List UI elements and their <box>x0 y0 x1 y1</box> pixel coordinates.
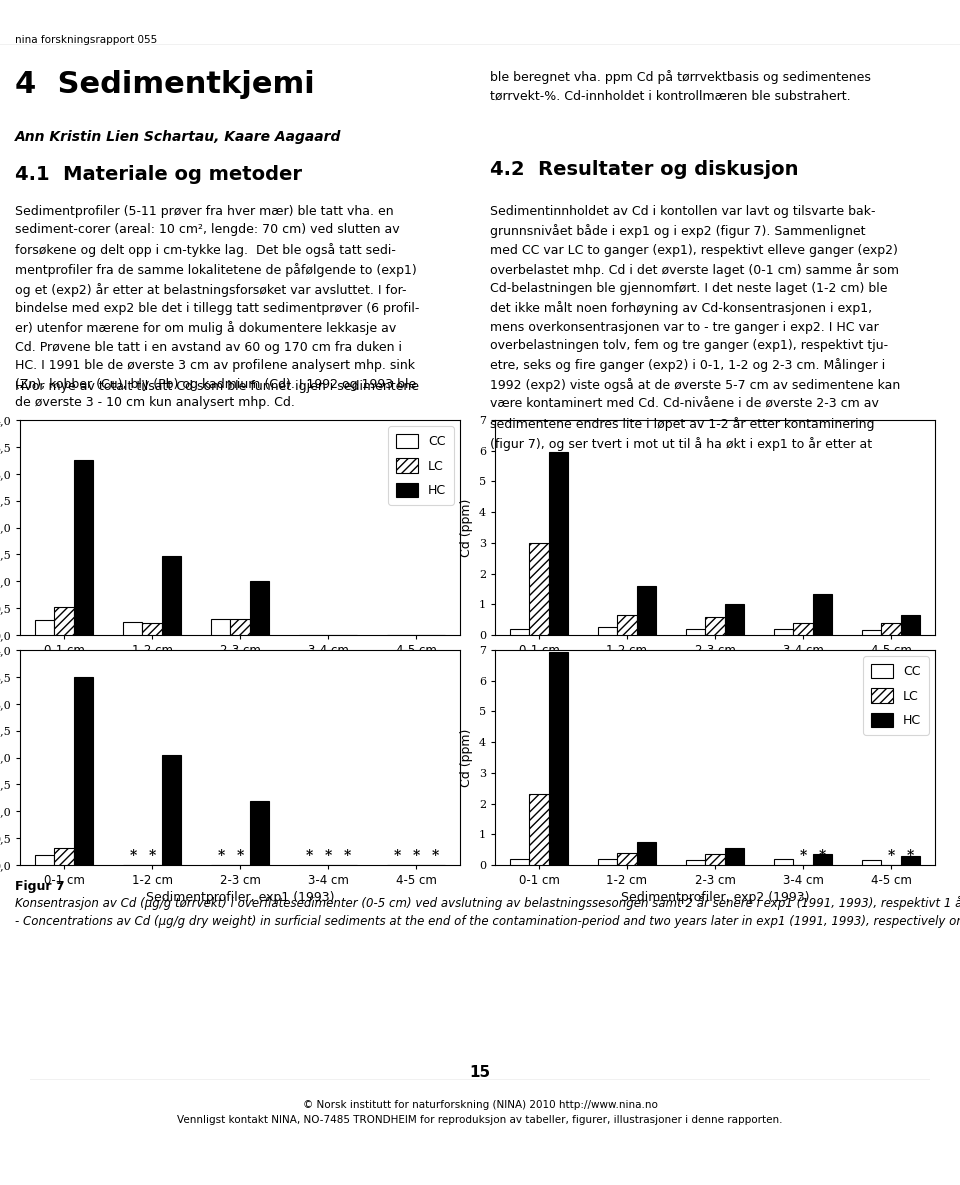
Bar <box>636 843 656 865</box>
Y-axis label: Cd (ppm): Cd (ppm) <box>460 729 473 787</box>
Bar <box>706 616 725 635</box>
Bar <box>161 556 180 635</box>
Text: 4.2  Resultater og diskusjon: 4.2 Resultater og diskusjon <box>490 160 799 179</box>
Legend: CC, LC, HC: CC, LC, HC <box>863 656 928 735</box>
Bar <box>617 615 636 635</box>
Bar <box>250 801 269 865</box>
Bar <box>211 619 230 635</box>
Text: 15: 15 <box>469 1065 491 1080</box>
X-axis label: Sedimentprofiler, exp2 (1992): Sedimentprofiler, exp2 (1992) <box>621 661 809 674</box>
Bar <box>511 629 530 635</box>
Bar <box>511 859 530 865</box>
Text: *: * <box>236 848 244 863</box>
Text: *: * <box>413 848 420 863</box>
Bar <box>530 794 548 865</box>
Bar <box>862 860 881 865</box>
Bar <box>36 621 55 635</box>
Bar <box>55 607 74 635</box>
Bar <box>530 543 548 635</box>
Bar <box>124 622 142 635</box>
Bar <box>598 859 617 865</box>
Text: *: * <box>431 848 439 863</box>
Text: *: * <box>344 848 350 863</box>
Text: Sedimentinnholdet av Cd i kontollen var lavt og tilsvarte bak-
grunnsnivået både: Sedimentinnholdet av Cd i kontollen var … <box>490 205 900 450</box>
Text: 4.1  Materiale og metoder: 4.1 Materiale og metoder <box>15 165 302 184</box>
Bar <box>775 629 794 635</box>
Text: Vennligst kontakt NINA, NO-7485 TRONDHEIM for reproduksjon av tabeller, figurer,: Vennligst kontakt NINA, NO-7485 TRONDHEI… <box>178 1115 782 1125</box>
Text: Sedimentprofiler (5-11 prøver fra hver mær) ble tatt vha. en
sediment-corer (are: Sedimentprofiler (5-11 prøver fra hver m… <box>15 205 420 409</box>
Text: *: * <box>800 848 806 863</box>
Text: *: * <box>906 848 914 863</box>
Text: Konsentrasjon av Cd (μg/g tørrvekt) i overflatesedimenter (0-5 cm) ved avslutnin: Konsentrasjon av Cd (μg/g tørrvekt) i ov… <box>15 896 960 928</box>
Bar <box>686 860 706 865</box>
Text: *: * <box>887 848 895 863</box>
X-axis label: Sedimentprofiler, exp1 (1991): Sedimentprofiler, exp1 (1991) <box>146 661 334 674</box>
Bar <box>812 854 831 865</box>
Bar <box>900 615 920 635</box>
Bar <box>74 460 92 635</box>
Text: *: * <box>819 848 826 863</box>
Bar <box>548 453 567 635</box>
Text: 4  Sedimentkjemi: 4 Sedimentkjemi <box>15 70 315 100</box>
X-axis label: Sedimentprofiler, exp1 (1993): Sedimentprofiler, exp1 (1993) <box>146 891 334 904</box>
Bar <box>36 856 55 865</box>
Text: *: * <box>149 848 156 863</box>
Bar <box>862 630 881 635</box>
Bar <box>900 856 920 865</box>
Bar <box>725 848 744 865</box>
Text: © Norsk institutt for naturforskning (NINA) 2010 http://www.nina.no: © Norsk institutt for naturforskning (NI… <box>302 1100 658 1110</box>
Text: nina forskningsrapport 055: nina forskningsrapport 055 <box>15 36 157 45</box>
Text: ble beregnet vha. ppm Cd på tørrvektbasis og sedimentenes
tørrvekt-%. Cd-innhold: ble beregnet vha. ppm Cd på tørrvektbasi… <box>490 70 871 102</box>
Text: *: * <box>130 848 136 863</box>
Text: *: * <box>217 848 225 863</box>
Legend: CC, LC, HC: CC, LC, HC <box>388 427 454 505</box>
Bar <box>706 854 725 865</box>
Text: *: * <box>394 848 400 863</box>
Y-axis label: Cd (ppm): Cd (ppm) <box>460 499 473 557</box>
Bar <box>161 755 180 865</box>
Bar <box>812 594 831 635</box>
Bar <box>74 677 92 865</box>
Bar <box>617 853 636 865</box>
Bar <box>725 604 744 635</box>
Bar <box>142 623 161 635</box>
Text: *: * <box>324 848 331 863</box>
X-axis label: Sedimentprofiler, exp2 (1993): Sedimentprofiler, exp2 (1993) <box>621 891 809 904</box>
Bar <box>230 619 250 635</box>
Bar <box>686 629 706 635</box>
Text: Hvor mye av totalt tilsatt Cd som ble funnet igjen i sedimentene: Hvor mye av totalt tilsatt Cd som ble fu… <box>15 380 419 393</box>
Bar <box>598 627 617 635</box>
Bar <box>55 847 74 865</box>
Bar <box>881 622 900 635</box>
Bar <box>775 859 794 865</box>
Bar <box>636 585 656 635</box>
Text: *: * <box>305 848 313 863</box>
Bar <box>250 582 269 635</box>
Bar <box>794 622 812 635</box>
Bar <box>548 652 567 865</box>
Text: Ann Kristin Lien Schartau, Kaare Aagaard: Ann Kristin Lien Schartau, Kaare Aagaard <box>15 130 342 145</box>
Text: Figur 7: Figur 7 <box>15 880 64 893</box>
